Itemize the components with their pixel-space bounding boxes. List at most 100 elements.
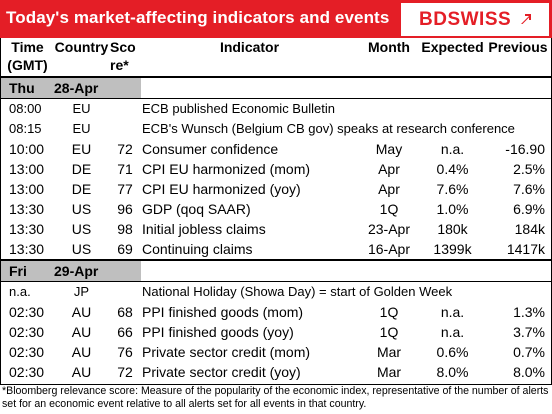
cell-time: 02:30	[9, 364, 45, 380]
cell-indicator: ECB published Economic Bulletin	[142, 101, 335, 116]
col-header-time: Time	[11, 39, 44, 55]
cell-score: 72	[117, 141, 133, 157]
cell-indicator: Initial jobless claims	[142, 221, 266, 237]
cell-country: US	[71, 221, 92, 237]
table-row: 10:00 EU 72 Consumer confidence May n.a. -16.9…	[1, 139, 551, 159]
cell-country: AU	[71, 304, 92, 320]
cell-score: 77	[117, 181, 133, 197]
cell-indicator: GDP (qoq SAAR)	[142, 201, 251, 217]
cell-expected: 1.0%	[436, 201, 469, 217]
cell-expected: 1399k	[433, 241, 472, 257]
cell-country: US	[71, 241, 92, 257]
cell-time: 02:30	[9, 344, 45, 360]
cell-time: 13:00	[9, 161, 45, 177]
cell-time: 08:00	[9, 101, 42, 116]
cell-score: 68	[117, 304, 133, 320]
cell-month: 1Q	[379, 201, 399, 217]
cell-time: 13:30	[9, 201, 45, 217]
logo-arrow-icon	[521, 14, 531, 24]
cell-score: 72	[117, 364, 133, 380]
table-row: 13:00 DE 77 CPI EU harmonized (yoy) Apr 7.6% 7…	[1, 179, 551, 199]
col-header-expected: Expected	[421, 39, 484, 55]
cell-country: AU	[71, 324, 92, 340]
day-weekday: Fri	[1, 259, 54, 282]
cell-expected: 180k	[437, 221, 468, 237]
day-date: 28-Apr	[54, 76, 141, 99]
cell-month: May	[375, 141, 403, 157]
cell-month: 1Q	[379, 304, 399, 320]
cell-previous: 7.6%	[513, 181, 545, 197]
table-header-row-2: (GMT) re*	[1, 56, 551, 77]
col-header-month: Month	[368, 39, 410, 55]
col-header-previous: Previous	[488, 39, 548, 55]
cell-indicator: National Holiday (Showa Day) = start of …	[142, 284, 453, 299]
cell-previous: 0.7%	[513, 344, 545, 360]
table-row: 13:30 US 96 GDP (qoq SAAR) 1Q 1.0% 6.9%	[1, 199, 551, 219]
cell-indicator: Continuing claims	[142, 241, 253, 257]
cell-month: 1Q	[379, 324, 399, 340]
cell-indicator: ECB's Wunsch (Belgium CB gov) speaks at …	[142, 121, 515, 136]
cell-previous: 8.0%	[513, 364, 545, 380]
footnote: *Bloomberg relevance score: Measure of t…	[2, 385, 549, 410]
cell-time: 10:00	[9, 141, 45, 157]
cell-previous: 1.3%	[513, 304, 545, 320]
cell-expected: n.a.	[440, 324, 465, 340]
cell-country: AU	[71, 364, 92, 380]
cell-score: 96	[117, 201, 133, 217]
cell-expected: n.a.	[440, 304, 465, 320]
table-row: 13:00 DE 71 CPI EU harmonized (mom) Apr 0.4% 2…	[1, 159, 551, 179]
cell-time: 02:30	[9, 304, 45, 320]
table-row: 02:30 AU 66 PPI finished goods (yoy) 1Q n.a. 3…	[1, 322, 551, 342]
cell-time: 13:30	[9, 241, 45, 257]
cell-country: DE	[71, 161, 92, 177]
brand-logo-text: BDSWISS	[419, 9, 512, 30]
col-header-time-unit: (GMT)	[7, 57, 48, 73]
table-row: 02:30 AU 76 Private sector credit (mom) Mar 0…	[1, 342, 551, 362]
cell-country: EU	[72, 121, 91, 136]
cell-indicator: CPI EU harmonized (yoy)	[142, 181, 301, 197]
table-row: n.a. JP National Holiday (Showa Day) = sta…	[1, 282, 551, 303]
day-header-row: Thu 28-Apr	[1, 76, 551, 99]
cell-expected: 8.0%	[436, 364, 469, 380]
indicator-table: Time Country Sco Indicator Month Expecte…	[1, 38, 551, 382]
cell-expected: 7.6%	[436, 181, 469, 197]
day-date: 29-Apr	[54, 259, 141, 282]
indicator-table-frame: Time Country Sco Indicator Month Expecte…	[0, 38, 552, 385]
day-weekday: Thu	[1, 76, 54, 99]
cell-previous: 6.9%	[513, 201, 545, 217]
cell-score	[109, 99, 141, 120]
cell-indicator: PPI finished goods (yoy)	[142, 324, 294, 340]
table-row: 02:30 AU 72 Private sector credit (yoy) Mar 8…	[1, 362, 551, 382]
cell-score: 71	[117, 161, 133, 177]
cell-score	[109, 119, 141, 139]
table-row: 13:30 US 69 Continuing claims 16-Apr 1399k 141…	[1, 239, 551, 260]
cell-indicator: PPI finished goods (mom)	[142, 304, 304, 320]
cell-expected: n.a.	[440, 141, 465, 157]
cell-score: 76	[117, 344, 133, 360]
cell-time: 08:15	[9, 121, 42, 136]
cell-country: EU	[72, 101, 91, 116]
cell-expected: 0.4%	[436, 161, 469, 177]
cell-country: DE	[71, 181, 92, 197]
col-header-indicator: Indicator	[219, 39, 280, 55]
table-header-row: Time Country Sco Indicator Month Expecte…	[1, 38, 551, 56]
header-bar: Today's market-affecting indicators and …	[0, 0, 552, 38]
table-row: 02:30 AU 68 PPI finished goods (mom) 1Q n.a. 1…	[1, 302, 551, 322]
cell-month: 16-Apr	[367, 241, 411, 257]
page-title: Today's market-affecting indicators and …	[6, 8, 390, 27]
cell-score: 66	[117, 324, 133, 340]
cell-previous: 184k	[514, 221, 545, 237]
cell-country: EU	[71, 141, 92, 157]
cell-time: n.a.	[9, 284, 31, 299]
cell-score: 98	[117, 221, 133, 237]
cell-country: AU	[71, 344, 92, 360]
cell-expected: 0.6%	[436, 344, 469, 360]
table-row: 08:00 EU ECB published Economic Bulletin	[1, 99, 551, 120]
col-header-score-cont: re*	[110, 57, 129, 73]
cell-score: 69	[117, 241, 133, 257]
cell-country: US	[71, 201, 92, 217]
col-header-score: Sco	[110, 39, 136, 55]
cell-month: Apr	[378, 161, 400, 177]
cell-previous: 3.7%	[513, 324, 545, 340]
cell-month: Mar	[376, 364, 402, 380]
